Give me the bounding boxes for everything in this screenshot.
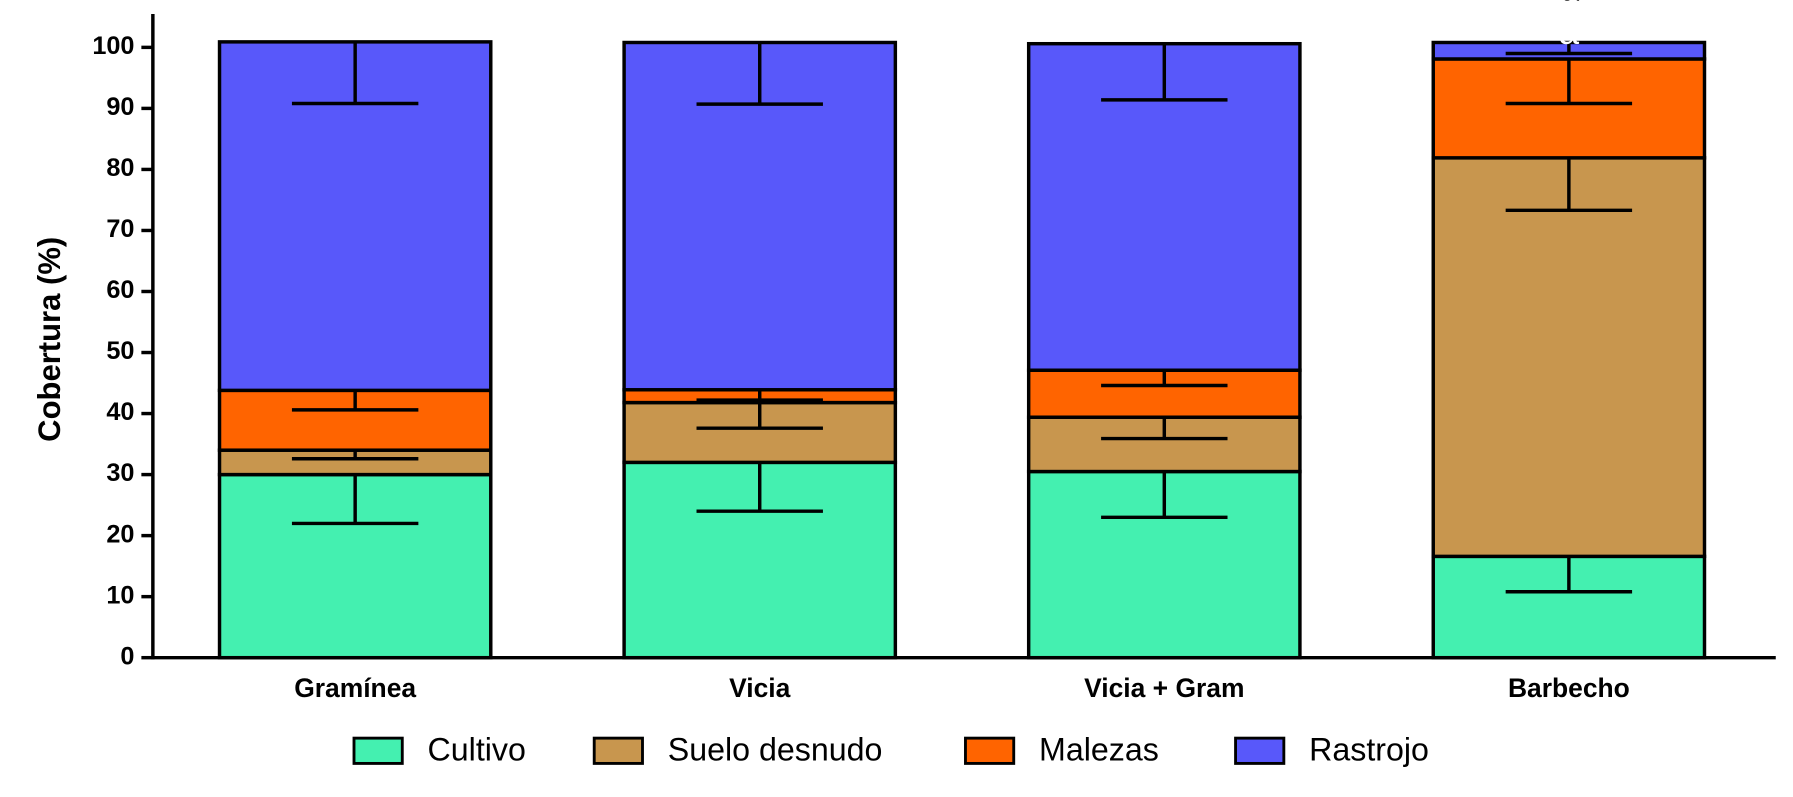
y-tick-label: 70: [106, 215, 134, 243]
significance-label: a: [1559, 0, 1580, 10]
legend-label: Malezas: [1039, 731, 1159, 767]
bar-segment: [1431, 156, 1707, 559]
x-tick-label: Vicia: [729, 673, 791, 703]
legend-swatch: [964, 736, 1016, 765]
x-tick-label: Vicia + Gram: [1084, 673, 1244, 703]
y-axis-label: Cobertura (%): [32, 237, 67, 442]
significance-label: a: [345, 6, 366, 47]
significance-label: a: [749, 0, 770, 30]
legend-label: Suelo desnudo: [668, 731, 883, 767]
y-tick-label: 40: [106, 398, 134, 426]
y-tick-label: 60: [106, 276, 134, 304]
legend-swatch: [352, 736, 404, 765]
x-tick-label: Gramínea: [294, 673, 416, 703]
significance-label: a: [1154, 0, 1175, 34]
y-tick-label: 20: [106, 520, 134, 548]
y-tick-label: 10: [106, 581, 134, 609]
legend-label: Cultivo: [428, 731, 526, 767]
significance-label: a: [1559, 11, 1580, 52]
significance-label: a: [1559, 0, 1580, 11]
significance-label: a: [1154, 0, 1175, 38]
y-tick-label: 80: [106, 154, 134, 182]
x-tick-label: Barbecho: [1508, 673, 1630, 703]
significance-label: a: [345, 0, 366, 30]
legend-swatch: [1234, 736, 1286, 765]
y-tick-label: 90: [106, 93, 134, 121]
y-tick-label: 0: [120, 642, 134, 670]
legend-swatch: [592, 736, 644, 765]
legend-label: Rastrojo: [1309, 731, 1429, 767]
y-tick-label: 30: [106, 459, 134, 487]
y-tick-label: 100: [92, 32, 134, 60]
y-tick-label: 50: [106, 337, 134, 365]
